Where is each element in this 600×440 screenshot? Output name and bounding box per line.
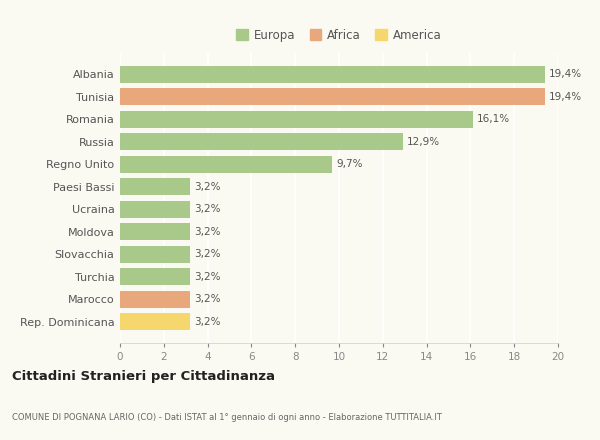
Bar [120,66,545,83]
Text: 12,9%: 12,9% [407,137,440,147]
Text: 3,2%: 3,2% [194,204,221,214]
Bar [120,313,190,330]
Text: 19,4%: 19,4% [549,70,583,80]
Text: 3,2%: 3,2% [194,294,221,304]
Bar [120,223,190,240]
Bar [120,111,473,128]
Bar [120,88,545,105]
Text: COMUNE DI POGNANA LARIO (CO) - Dati ISTAT al 1° gennaio di ogni anno - Elaborazi: COMUNE DI POGNANA LARIO (CO) - Dati ISTA… [12,414,442,422]
Bar [120,201,190,218]
Text: 3,2%: 3,2% [194,316,221,326]
Legend: Europa, Africa, America: Europa, Africa, America [232,24,446,46]
Text: 3,2%: 3,2% [194,271,221,282]
Bar [120,268,190,285]
Bar [120,156,332,173]
Bar [120,133,403,150]
Text: 16,1%: 16,1% [477,114,510,125]
Bar [120,291,190,308]
Text: 19,4%: 19,4% [549,92,583,102]
Text: 3,2%: 3,2% [194,227,221,237]
Text: 3,2%: 3,2% [194,249,221,259]
Text: 9,7%: 9,7% [337,159,364,169]
Bar [120,246,190,263]
Bar [120,178,190,195]
Text: Cittadini Stranieri per Cittadinanza: Cittadini Stranieri per Cittadinanza [12,370,275,383]
Text: 3,2%: 3,2% [194,182,221,192]
